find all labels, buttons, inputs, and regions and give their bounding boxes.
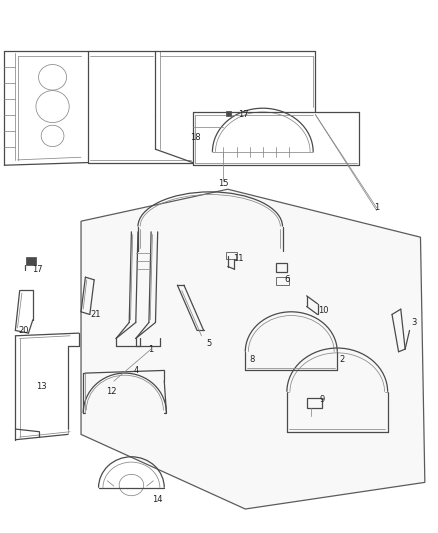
Text: 2: 2 — [339, 356, 344, 364]
Text: 1: 1 — [148, 345, 154, 353]
Bar — [226, 111, 231, 116]
Bar — [276, 263, 287, 272]
Text: 17: 17 — [238, 110, 248, 119]
Bar — [276, 277, 289, 285]
Text: 4: 4 — [133, 366, 138, 375]
Text: 13: 13 — [36, 382, 47, 391]
Text: 8: 8 — [249, 356, 254, 364]
Bar — [26, 257, 36, 265]
Bar — [226, 252, 237, 259]
Text: 10: 10 — [318, 306, 328, 314]
Text: 1: 1 — [374, 204, 379, 212]
Text: 18: 18 — [190, 133, 200, 142]
Text: 11: 11 — [233, 254, 244, 263]
Text: 15: 15 — [218, 180, 229, 188]
Text: 9: 9 — [319, 395, 325, 404]
Text: 3: 3 — [411, 318, 417, 327]
Text: 21: 21 — [90, 310, 101, 319]
Text: 14: 14 — [152, 496, 163, 504]
Bar — [307, 398, 322, 408]
Text: 17: 17 — [32, 265, 42, 273]
Text: 20: 20 — [19, 326, 29, 335]
Text: 12: 12 — [106, 387, 117, 396]
Text: 6: 6 — [284, 276, 290, 284]
Polygon shape — [81, 189, 425, 509]
Text: 5: 5 — [207, 340, 212, 348]
